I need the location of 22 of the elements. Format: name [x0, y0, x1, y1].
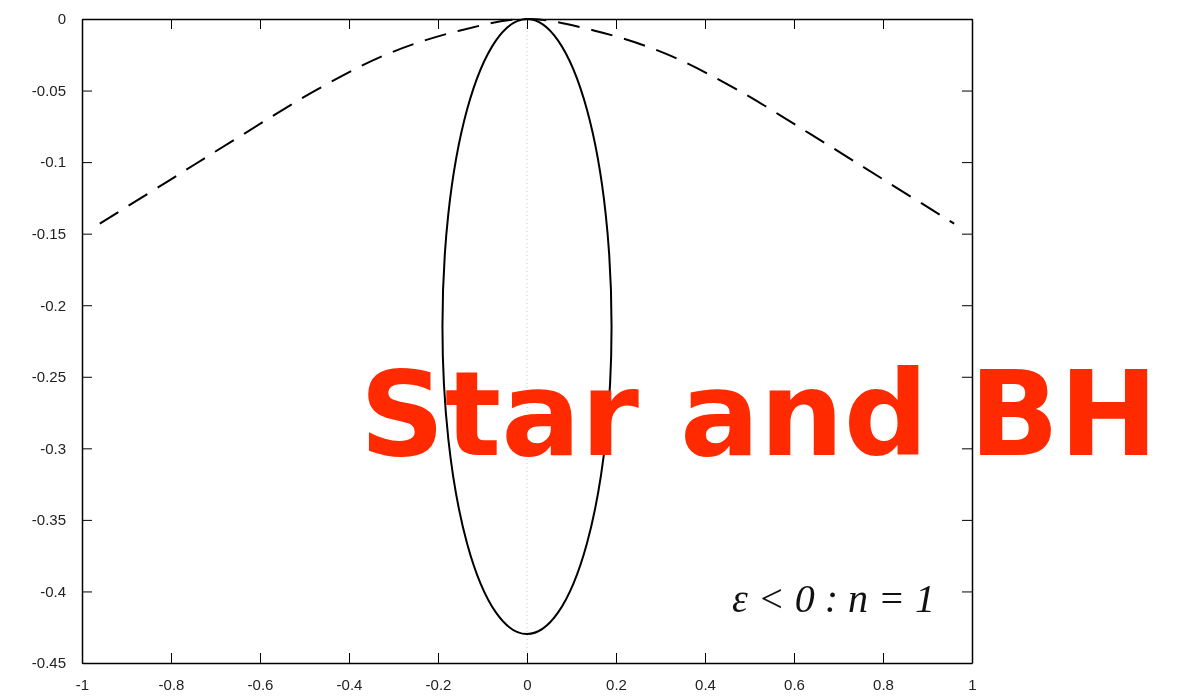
- y-tick-label: -0.35: [31, 511, 66, 529]
- x-tick-label: 0.8: [873, 675, 894, 693]
- annotation: ε < 0 : n = 1: [731, 576, 935, 621]
- x-tick-label: -0.8: [158, 675, 185, 693]
- x-tick-label: 1: [968, 675, 977, 693]
- x-tick-label: 0.2: [606, 675, 627, 693]
- y-tick-label: -0.45: [31, 654, 66, 672]
- x-tick-label: 0.4: [695, 675, 716, 693]
- y-tick-label: 0: [57, 10, 66, 28]
- x-tick-label: -0.6: [247, 675, 274, 693]
- y-tick-label: -0.15: [31, 224, 66, 242]
- x-tick-label: 0.6: [784, 675, 805, 693]
- y-tick-label: -0.05: [31, 81, 66, 99]
- y-tick-label: -0.3: [40, 439, 66, 457]
- x-tick-label: -0.4: [336, 675, 363, 693]
- y-tick-label: -0.2: [40, 296, 66, 314]
- y-tick-label: -0.25: [31, 368, 66, 386]
- x-tick-label: 0: [523, 675, 532, 693]
- y-tick-label: -0.1: [40, 153, 66, 171]
- y-tick-label: -0.4: [40, 582, 66, 600]
- x-tick-label: -0.2: [425, 675, 452, 693]
- x-tick-label: -1: [75, 675, 90, 693]
